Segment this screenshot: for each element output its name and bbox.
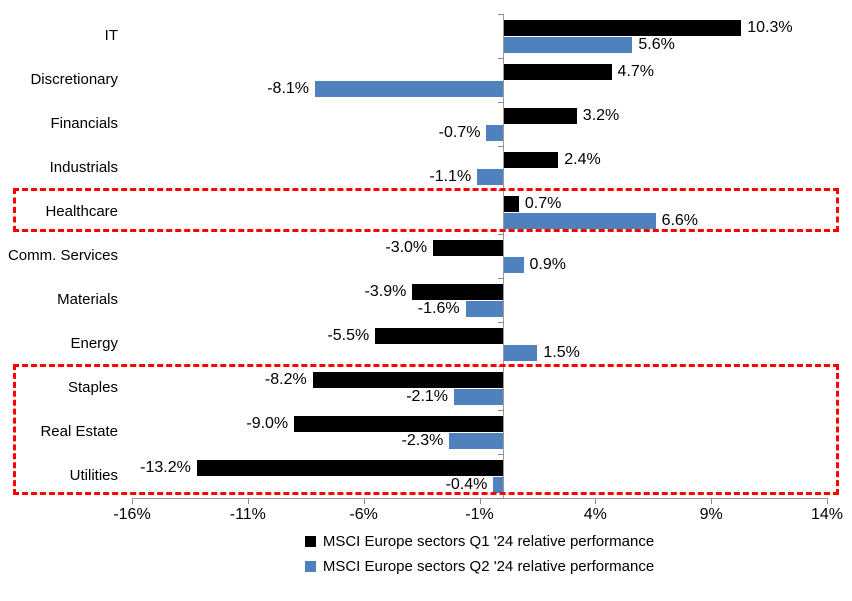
x-axis-tick [132,497,133,504]
bar-value-label: -1.1% [429,167,472,185]
legend-label-q2: MSCI Europe sectors Q2 '24 relative perf… [322,558,655,575]
y-axis-tick [497,497,504,499]
bar [502,195,519,212]
bar-value-label: -3.0% [385,238,428,256]
legend-label-q1: MSCI Europe sectors Q1 '24 relative perf… [322,533,655,550]
category-label: Comm. Services [7,246,118,264]
bar-value-label: 2.4% [564,150,601,168]
bar [449,432,503,449]
bar-value-label: -8.1% [267,79,310,97]
legend-item-q1: MSCI Europe sectors Q1 '24 relative perf… [304,533,655,550]
legend-item-q2: MSCI Europe sectors Q2 '24 relative perf… [304,558,655,575]
category-label: Staples [67,378,118,396]
bar-value-label: -5.5% [327,326,370,344]
y-axis-tick [497,14,504,15]
bar-value-label: -2.3% [401,431,444,449]
bar [375,327,503,344]
x-axis-tick [711,497,713,504]
x-tick-label: -11% [229,505,266,523]
bar-value-label: -0.7% [438,123,481,141]
legend-swatch-q2 [304,561,316,572]
bar [312,371,503,388]
bar-value-label: 4.7% [617,62,655,80]
bar [477,168,503,185]
x-tick-label: -6% [349,505,378,523]
x-axis-tick [247,497,249,504]
category-label: Industrials [49,158,118,176]
bar [502,20,742,36]
bar [486,124,503,141]
category-label: IT [104,27,118,44]
category-label: Real Estate [40,422,118,440]
bar [412,283,503,300]
bar [433,239,503,256]
x-axis-tick [827,497,828,504]
x-tick-label: 9% [699,505,723,523]
bar-value-label: -13.2% [140,458,191,476]
bar-value-label: -0.4% [445,475,488,493]
x-axis-tick [363,497,365,504]
y-axis-line [502,14,504,498]
bar [465,300,503,317]
bar [315,80,503,97]
category-label: Discretionary [30,70,118,88]
bar [294,415,503,432]
bar [493,476,503,493]
legend-swatch-q1 [304,536,316,547]
y-axis-tick [497,145,504,147]
bar-value-label: -9.0% [246,414,289,432]
bar [454,388,503,405]
y-axis-tick [497,409,504,411]
bar-value-label: 0.9% [529,255,566,273]
highlight-box [13,187,839,232]
bar-value-label: 6.6% [661,211,699,229]
bar [502,212,656,229]
bar [502,344,538,361]
bar-value-label: 0.7% [524,194,562,212]
bar-value-label: 10.3% [747,19,793,36]
bar [502,256,524,273]
category-label: Healthcare [45,202,118,220]
y-axis-tick [497,189,504,191]
legend: MSCI Europe sectors Q1 '24 relative perf… [132,533,827,575]
bar-value-label: 3.2% [582,106,620,124]
y-axis-tick [497,365,504,367]
bar [502,63,612,80]
bar-value-label: 5.6% [638,36,675,53]
bar-value-label: 1.5% [543,343,580,361]
y-axis-tick [497,453,504,455]
x-axis-tick [595,497,597,504]
x-tick-label: 14% [810,505,844,523]
x-tick-label: -16% [113,505,151,523]
category-label: Utilities [69,466,118,484]
x-tick-label: 4% [583,505,607,523]
bar-value-label: -1.6% [417,299,460,317]
y-axis-tick [497,101,504,103]
y-axis-tick [497,321,504,323]
category-label: Materials [57,290,118,308]
category-label: Financials [50,114,118,132]
bar-value-label: -3.9% [364,282,407,300]
x-tick-label: -1% [465,505,494,523]
y-axis-tick [497,277,504,279]
bar [502,107,577,124]
bar [196,459,503,476]
category-label: Energy [70,334,118,352]
bar-value-label: -2.1% [406,387,449,405]
bar-value-label: -8.2% [264,370,307,388]
y-axis-tick [497,233,504,235]
bar [502,37,633,53]
y-axis-tick [497,57,504,59]
bar [502,151,559,168]
x-axis-tick [479,497,481,504]
